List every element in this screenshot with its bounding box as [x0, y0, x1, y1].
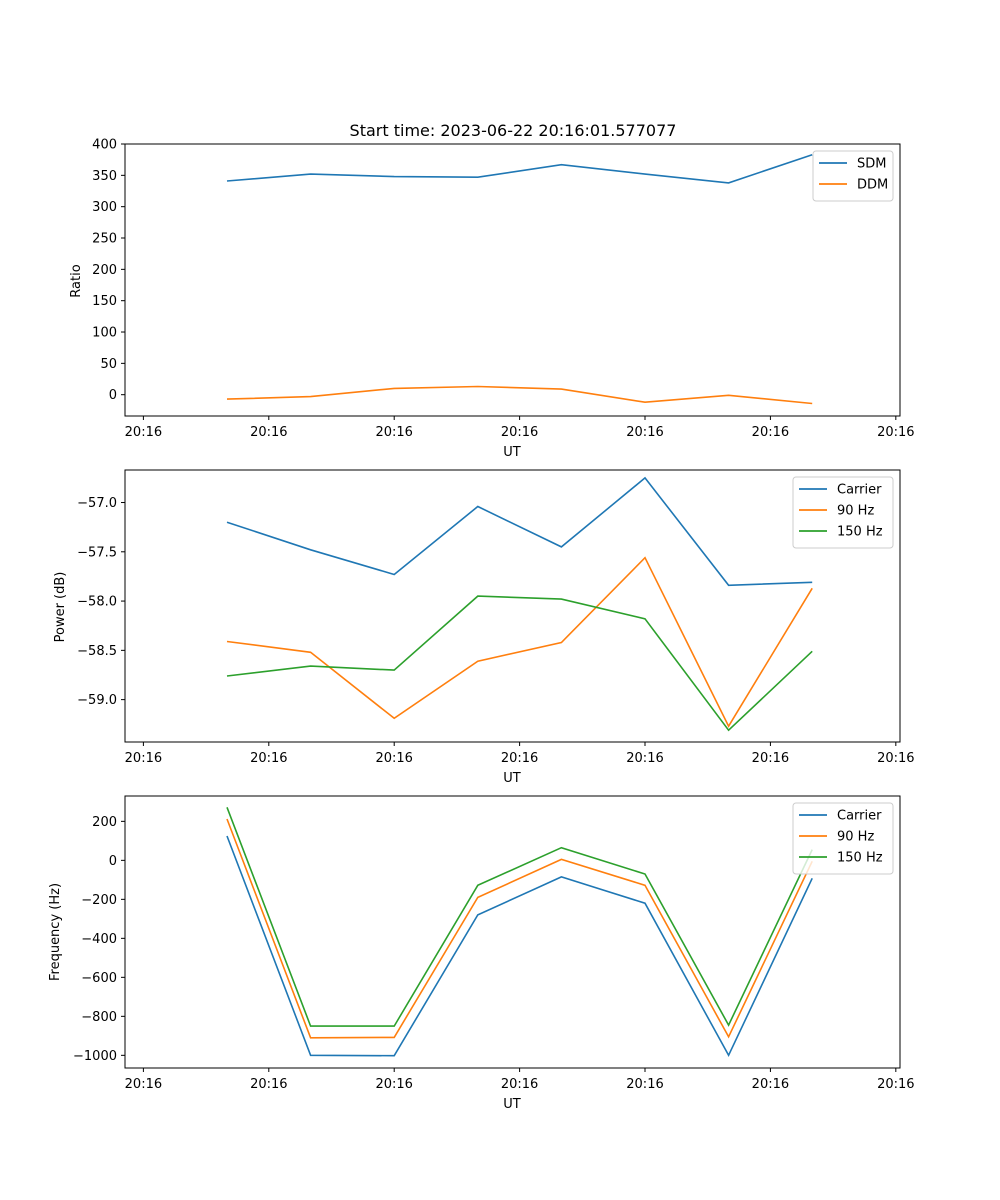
ratio-y-axis-label: Ratio: [69, 264, 84, 297]
ratio-x-tick-label: 20:16: [501, 425, 538, 440]
power-legend: Carrier 90 Hz 150 Hz: [792, 476, 894, 549]
frequency-y-tick-label: 0: [109, 854, 117, 869]
ratio-series-lines: [226, 153, 813, 405]
frequency-x-tick-label: 20:16: [501, 1077, 538, 1092]
power-y-tick-label: −58.5: [77, 644, 117, 659]
ratio-legend-label: SDM: [857, 157, 886, 172]
frequency-y-tick-label: −600: [81, 971, 117, 986]
frequency-series-line-90-hz: [226, 818, 813, 1039]
power-series-line-90-hz: [226, 556, 813, 728]
power-x-tick-label: 20:16: [250, 751, 287, 766]
frequency-x-tick-label: 20:16: [752, 1077, 789, 1092]
power-series-line-carrier: [226, 476, 813, 587]
frequency-x-tick-label: 20:16: [375, 1077, 412, 1092]
power-x-axis-label: UT: [503, 771, 521, 786]
power-y-tick-label: −58.0: [77, 595, 117, 610]
power-y-tick-label: −57.5: [77, 545, 117, 560]
frequency-x-tick-label: 20:16: [125, 1077, 162, 1092]
ratio-y-tick-label: 300: [92, 200, 117, 215]
frequency-x-tick-label: 20:16: [626, 1077, 663, 1092]
frequency-x-tick-label: 20:16: [250, 1077, 287, 1092]
power-y-tick-label: −59.0: [77, 693, 117, 708]
power-x-tick-label: 20:16: [877, 751, 914, 766]
ratio-x-tick-label: 20:16: [752, 425, 789, 440]
frequency-series-line-carrier: [226, 835, 813, 1058]
power-legend-label: Carrier: [837, 483, 882, 498]
power-y-ticks: −59.0 −58.5 −58.0 −57.5 −57.0: [77, 496, 125, 708]
power-x-tick-label: 20:16: [626, 751, 663, 766]
frequency-legend-label: 90 Hz: [837, 830, 874, 845]
ratio-x-tick-label: 20:16: [375, 425, 412, 440]
ratio-x-tick-label: 20:16: [626, 425, 663, 440]
frequency-y-tick-label: −200: [81, 893, 117, 908]
ratio-x-tick-label: 20:16: [250, 425, 287, 440]
ratio-y-tick-label: 0: [109, 388, 117, 403]
power-y-tick-label: −57.0: [77, 496, 117, 511]
power-series-line-150-hz: [226, 595, 813, 732]
frequency-series-lines: [226, 807, 813, 1058]
frequency-legend-label: Carrier: [837, 809, 882, 824]
frequency-y-tick-label: 200: [92, 815, 117, 830]
ratio-y-tick-label: 100: [92, 326, 117, 341]
power-y-axis-label: Power (dB): [53, 572, 68, 643]
frequency-legend: Carrier 90 Hz 150 Hz: [792, 802, 894, 875]
ratio-legend: SDM DDM: [812, 150, 894, 202]
power-x-tick-label: 20:16: [501, 751, 538, 766]
ratio-axes-frame: [124, 143, 901, 417]
power-legend-label: 90 Hz: [837, 504, 874, 519]
power-x-tick-label: 20:16: [125, 751, 162, 766]
ratio-y-tick-label: 150: [92, 294, 117, 309]
power-legend-label: 150 Hz: [837, 525, 883, 540]
ratio-chart-panel: 20:1620:1620:1620:1620:1620:1620:1620:17…: [69, 138, 915, 461]
frequency-y-axis-label: Frequency (Hz): [48, 883, 63, 981]
frequency-y-tick-label: −800: [81, 1010, 117, 1025]
frequency-axes-frame: [124, 795, 901, 1069]
power-series-lines: [226, 476, 813, 732]
ratio-y-tick-label: 350: [92, 169, 117, 184]
ratio-legend-label: DDM: [857, 178, 888, 193]
ratio-y-tick-label: 50: [100, 357, 117, 372]
power-chart-panel: 20:1620:1620:1620:1620:1620:1620:1620:17…: [53, 469, 915, 786]
frequency-series-line-150-hz: [226, 807, 813, 1027]
ratio-y-tick-label: 200: [92, 263, 117, 278]
ratio-x-tick-label: 20:16: [877, 425, 914, 440]
frequency-legend-label: 150 Hz: [837, 851, 883, 866]
power-x-tick-label: 20:16: [375, 751, 412, 766]
ratio-y-tick-label: 400: [92, 138, 117, 153]
ratio-x-tick-label: 20:16: [125, 425, 162, 440]
figure-title: Start time: 2023-06-22 20:16:01.577077: [350, 121, 677, 140]
ratio-series-line-sdm: [226, 153, 813, 184]
frequency-chart-panel: 20:1620:1620:1620:1620:1620:1620:1620:17…: [48, 795, 915, 1112]
ratio-x-axis-label: UT: [503, 445, 521, 460]
frequency-x-axis-label: UT: [503, 1097, 521, 1112]
ratio-y-ticks: 0 50 100 150 200 250 300 350 400: [92, 138, 125, 403]
frequency-y-ticks: −1000 −800 −600 −400 −200 0 200: [73, 815, 125, 1064]
ratio-y-tick-label: 250: [92, 232, 117, 247]
frequency-x-tick-label: 20:16: [877, 1077, 914, 1092]
power-x-tick-label: 20:16: [752, 751, 789, 766]
frequency-y-tick-label: −400: [81, 932, 117, 947]
power-axes-frame: [124, 469, 901, 743]
frequency-y-tick-label: −1000: [73, 1049, 117, 1064]
ratio-series-line-ddm: [226, 385, 813, 405]
